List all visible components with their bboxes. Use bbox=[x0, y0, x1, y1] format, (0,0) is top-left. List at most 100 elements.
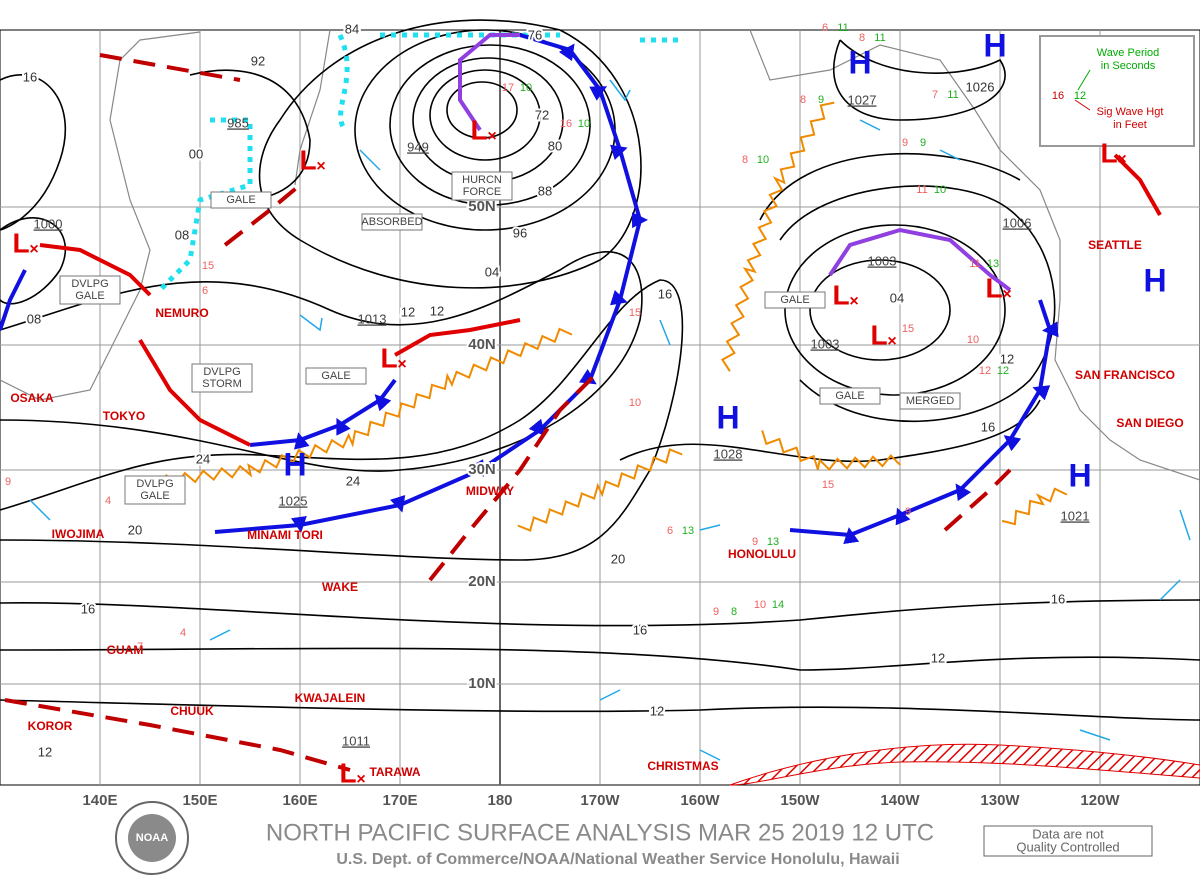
wave-height: 10 bbox=[754, 599, 766, 611]
wave-height: 8 bbox=[800, 94, 806, 106]
high-center: H bbox=[983, 27, 1006, 63]
ridge bbox=[761, 430, 902, 471]
low-center: L bbox=[832, 279, 849, 310]
wave-height: 4 bbox=[105, 495, 111, 507]
box-label: DVLPG bbox=[203, 366, 240, 378]
longitude-label: 150E bbox=[182, 792, 217, 809]
wave-height: 8 bbox=[742, 154, 748, 166]
wave-period: 13 bbox=[987, 258, 999, 270]
low-pressure: 1003 bbox=[868, 253, 897, 268]
isobar-label: 04 bbox=[890, 290, 904, 305]
legend-height-text: in Feet bbox=[1113, 119, 1147, 131]
isobar-label: 16 bbox=[1051, 591, 1065, 606]
low-pressure: 1003 bbox=[811, 336, 840, 351]
place-name: MINAMI TORI bbox=[247, 528, 323, 542]
low-pressure: 949 bbox=[407, 139, 429, 154]
place-name: IWOJIMA bbox=[52, 527, 105, 541]
isobar-label: 20 bbox=[128, 522, 142, 537]
place-name: CHUUK bbox=[170, 704, 214, 718]
longitude-label: 140W bbox=[880, 792, 920, 809]
box-label: HURCN bbox=[462, 174, 502, 186]
isobar-label: 72 bbox=[535, 107, 549, 122]
low-mark: × bbox=[487, 128, 496, 145]
place-name: GUAM bbox=[107, 643, 144, 657]
high-center: H bbox=[1068, 457, 1091, 493]
map-subtitle: U.S. Dept. of Commerce/NOAA/National Wea… bbox=[336, 851, 899, 868]
longitude-label: 160W bbox=[680, 792, 720, 809]
place-name: OSAKA bbox=[10, 391, 54, 405]
wave-height: 9 bbox=[905, 506, 911, 518]
longitude-label: 130W bbox=[980, 792, 1020, 809]
isobar-label: 12 bbox=[650, 703, 664, 718]
low-pressure: 1006 bbox=[1003, 215, 1032, 230]
disclaimer-box bbox=[983, 825, 1153, 857]
wave-period: 9 bbox=[818, 94, 824, 106]
wave-height: 8 bbox=[859, 32, 865, 44]
label-box bbox=[191, 363, 253, 393]
wave-height: 9 bbox=[713, 606, 719, 618]
isobar-label: 04 bbox=[485, 264, 499, 279]
longitude-label: 120W bbox=[1080, 792, 1120, 809]
place-name: HONOLULU bbox=[728, 547, 796, 561]
wave-period: 11 bbox=[874, 32, 885, 44]
latitude-label: 20N bbox=[468, 573, 496, 590]
isobar-label: 76 bbox=[528, 27, 542, 42]
wave-height: 15 bbox=[629, 307, 641, 319]
place-name: TOKYO bbox=[103, 409, 145, 423]
place-name: TARAWA bbox=[369, 765, 420, 779]
longitude-label: 160E bbox=[282, 792, 317, 809]
high-center: H bbox=[1143, 262, 1166, 298]
low-center: L bbox=[870, 319, 887, 350]
low-center: L bbox=[12, 227, 29, 258]
label-box bbox=[764, 291, 826, 309]
isobar-label: 24 bbox=[196, 451, 210, 466]
isobar-label: 16 bbox=[658, 286, 672, 301]
low-center: L bbox=[380, 342, 397, 373]
isobar-label: 96 bbox=[513, 225, 527, 240]
latitude-label: 40N bbox=[468, 336, 496, 353]
label-box bbox=[305, 367, 367, 385]
label-box bbox=[819, 387, 881, 405]
isobar-label: 16 bbox=[633, 622, 647, 637]
wave-height: 11 bbox=[916, 184, 927, 196]
legend bbox=[1039, 35, 1195, 147]
high-pressure: 1028 bbox=[714, 446, 743, 461]
box-label: FORCE bbox=[463, 186, 502, 198]
low-center: L bbox=[299, 144, 316, 175]
box-label: GALE bbox=[75, 290, 104, 302]
wave-height: 6 bbox=[822, 22, 828, 34]
ridge bbox=[1001, 487, 1068, 526]
low-pressure: 1000 bbox=[34, 216, 63, 231]
ridges bbox=[128, 101, 1068, 532]
wave-height: 6 bbox=[202, 285, 208, 297]
longitude-label: 170E bbox=[382, 792, 417, 809]
low-center: L bbox=[470, 114, 487, 145]
wave-height: 4 bbox=[180, 627, 186, 639]
wave-height: 9 bbox=[752, 536, 758, 548]
isobar-label: 24 bbox=[346, 473, 360, 488]
wave-height: 15 bbox=[822, 479, 834, 491]
high-pressure: 1025 bbox=[279, 493, 308, 508]
high-center: H bbox=[716, 399, 739, 435]
low-mark: × bbox=[849, 293, 858, 310]
isobar-label: 12 bbox=[38, 744, 52, 759]
wave-period: 12 bbox=[997, 365, 1009, 377]
low-center: L bbox=[985, 272, 1002, 303]
wave-period: 10 bbox=[757, 154, 769, 166]
label-box bbox=[210, 191, 272, 209]
label-box bbox=[124, 475, 186, 505]
isobar-label: 00 bbox=[189, 146, 203, 161]
label-box bbox=[361, 213, 423, 231]
wave-period: 9 bbox=[920, 137, 926, 149]
wave-height: 16 bbox=[560, 118, 572, 130]
box-label: DVLPG bbox=[136, 478, 173, 490]
isobar-label: 84 bbox=[345, 21, 359, 36]
low-mark: × bbox=[1117, 151, 1126, 168]
label-box bbox=[59, 275, 121, 305]
label-box bbox=[451, 171, 513, 201]
isobar-label: 16 bbox=[981, 419, 995, 434]
isobar-label: 88 bbox=[538, 183, 552, 198]
wave-period: 10 bbox=[520, 82, 532, 94]
isobar-label: 12 bbox=[931, 650, 945, 665]
low-mark: × bbox=[397, 356, 406, 373]
